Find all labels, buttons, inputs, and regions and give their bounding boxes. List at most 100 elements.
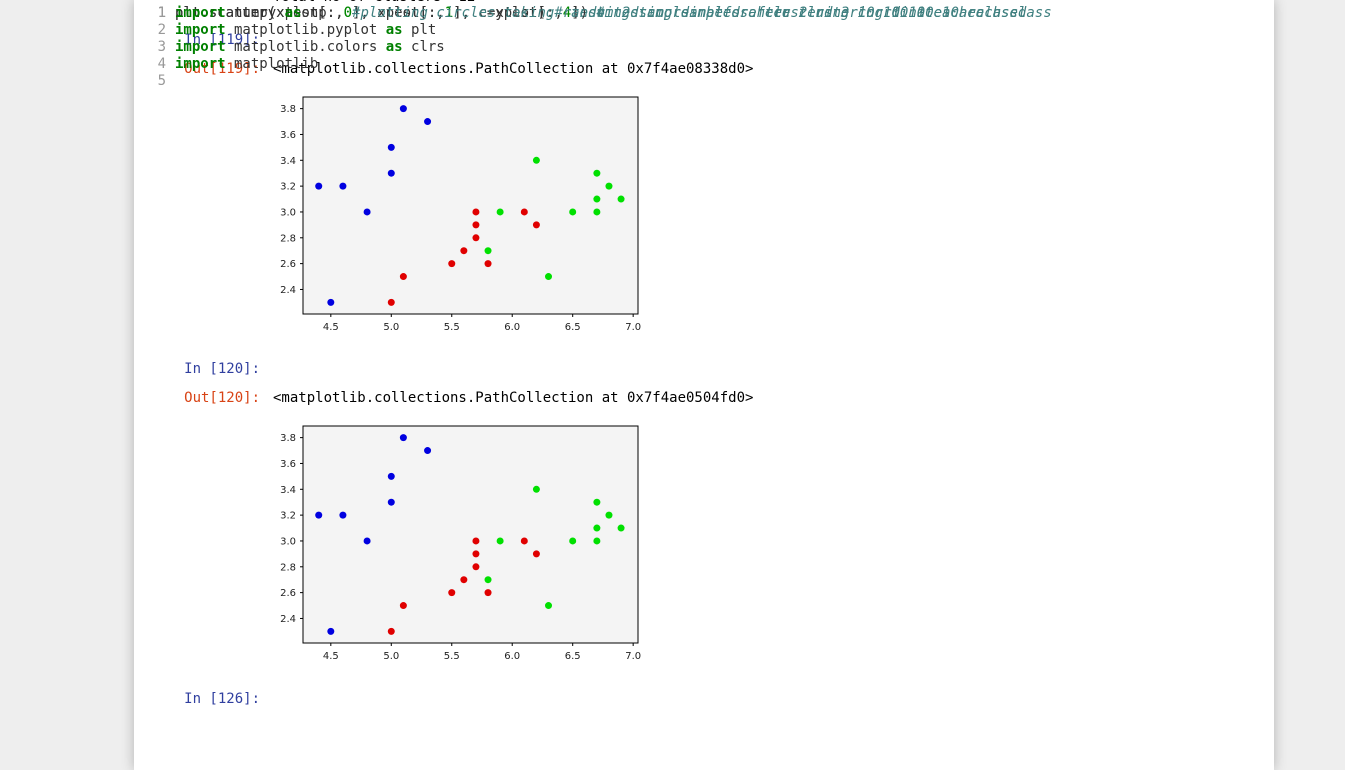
point xyxy=(569,208,577,216)
code-token: plt xyxy=(402,22,437,38)
output-prompt: Out[120]: xyxy=(184,390,260,406)
notebook: Total no of clusters= 12In [119]:1plt.sc… xyxy=(134,0,1274,770)
point xyxy=(472,208,480,216)
y-tick-label: 2.6 xyxy=(280,588,296,599)
point xyxy=(520,537,528,545)
point xyxy=(532,156,540,164)
point xyxy=(472,221,480,229)
line-number: 3 xyxy=(157,39,166,55)
point xyxy=(387,298,395,306)
point xyxy=(532,485,540,493)
point xyxy=(363,208,371,216)
y-tick-label: 3.8 xyxy=(280,104,296,115)
gutter: 1 xyxy=(134,5,166,22)
x-tick-label: 7.0 xyxy=(625,651,641,662)
point xyxy=(484,576,492,584)
code-token: plt.scatter(xplot[:, xyxy=(175,5,344,21)
x-tick-label: 4.5 xyxy=(323,322,339,333)
point xyxy=(569,537,577,545)
point xyxy=(496,208,504,216)
code-token: clrs xyxy=(402,39,445,55)
line-number: 1 xyxy=(157,5,166,21)
point xyxy=(532,550,540,558)
y-tick-label: 3.8 xyxy=(280,433,296,444)
plot-frame xyxy=(302,96,639,315)
point xyxy=(484,247,492,255)
code-token: # testing samples before clustering 10 1… xyxy=(554,5,1018,21)
point xyxy=(460,576,468,584)
point xyxy=(545,602,553,610)
point xyxy=(605,182,613,190)
point xyxy=(399,273,407,281)
code-token: #plotting circles taking random 2d coord… xyxy=(352,5,1027,21)
point xyxy=(327,298,335,306)
point xyxy=(387,143,395,151)
code-line: import matplotlib.pyplot as plt xyxy=(175,22,1026,39)
code-line: plt.scatter(xplot[:,0], xplot[:,1], c=xp… xyxy=(175,5,1052,22)
point xyxy=(387,169,395,177)
code-token: as xyxy=(385,39,403,55)
point xyxy=(532,221,540,229)
point xyxy=(448,589,456,597)
point xyxy=(484,589,492,597)
code-cell: 1 plt.scatter(xtest[:,0], xtest[:,1], c=y… xyxy=(134,0,1274,27)
code-token: ], xplot[:, xyxy=(352,5,445,21)
code: plt.scatter(xtest[:,0], xtest[:,1], c=yt… xyxy=(175,5,1018,22)
code-token: matplotlib.colors xyxy=(225,39,386,55)
x-tick-label: 5.0 xyxy=(383,322,399,333)
point xyxy=(387,472,395,480)
point xyxy=(387,627,395,635)
y-tick-label: 3.2 xyxy=(280,182,296,193)
x-tick-label: 5.5 xyxy=(444,651,460,662)
input-prompt: In [119]: xyxy=(184,32,260,48)
point xyxy=(593,537,601,545)
output-text: <matplotlib.collections.PathCollection a… xyxy=(273,390,754,406)
code-cell: 1 plt.scatter(xplot[:,0], xplot[:,1], c=x… xyxy=(134,5,1274,54)
x-tick-label: 6.0 xyxy=(504,322,520,333)
x-tick-label: 5.0 xyxy=(383,651,399,662)
code-line xyxy=(175,73,1026,90)
code-token: import xyxy=(175,5,226,21)
point xyxy=(399,434,407,442)
input-prompt: In [126]: xyxy=(184,691,260,707)
line-number: 4 xyxy=(157,56,166,72)
y-tick-label: 2.6 xyxy=(280,259,296,270)
point xyxy=(363,537,371,545)
point xyxy=(617,524,625,532)
point xyxy=(399,105,407,113)
code-token: ], xtest[:, xyxy=(352,5,445,21)
y-tick-label: 2.8 xyxy=(280,562,296,573)
line-number: 1 xyxy=(157,5,166,21)
code-token: ], c=xplot[:, xyxy=(453,5,563,21)
code-token: matplotlib xyxy=(225,56,319,72)
point xyxy=(315,182,323,190)
code-token: 0 xyxy=(343,5,353,21)
point xyxy=(593,169,601,177)
plot-frame xyxy=(302,425,639,644)
point xyxy=(520,208,528,216)
output-text: <matplotlib.collections.PathCollection a… xyxy=(273,61,754,77)
code: import numpy as np #plotting circles tak… xyxy=(175,5,1026,90)
y-tick-label: 3.4 xyxy=(280,485,296,496)
line-number: 2 xyxy=(157,22,166,38)
plot-area xyxy=(303,426,638,643)
code-token: matplotlib.pyplot xyxy=(225,22,386,38)
header-output: Total no of clusters= 12 xyxy=(273,0,475,5)
y-tick-label: 3.4 xyxy=(280,156,296,167)
code-token: import xyxy=(175,22,226,38)
code-token: ]) xyxy=(571,5,597,21)
input-prompt: In [120]: xyxy=(184,361,260,377)
y-tick-label: 2.4 xyxy=(280,285,296,296)
point xyxy=(593,498,601,506)
code-cell: 1 2 3 4 5 import numpy as np #plotting circle… xyxy=(134,5,1274,149)
point xyxy=(593,524,601,532)
point xyxy=(617,195,625,203)
point xyxy=(484,260,492,268)
code-token: as xyxy=(385,22,403,38)
point xyxy=(315,511,323,519)
code-token: 1 xyxy=(444,5,454,21)
code-token: import xyxy=(175,56,226,72)
code-token: np xyxy=(301,5,353,21)
